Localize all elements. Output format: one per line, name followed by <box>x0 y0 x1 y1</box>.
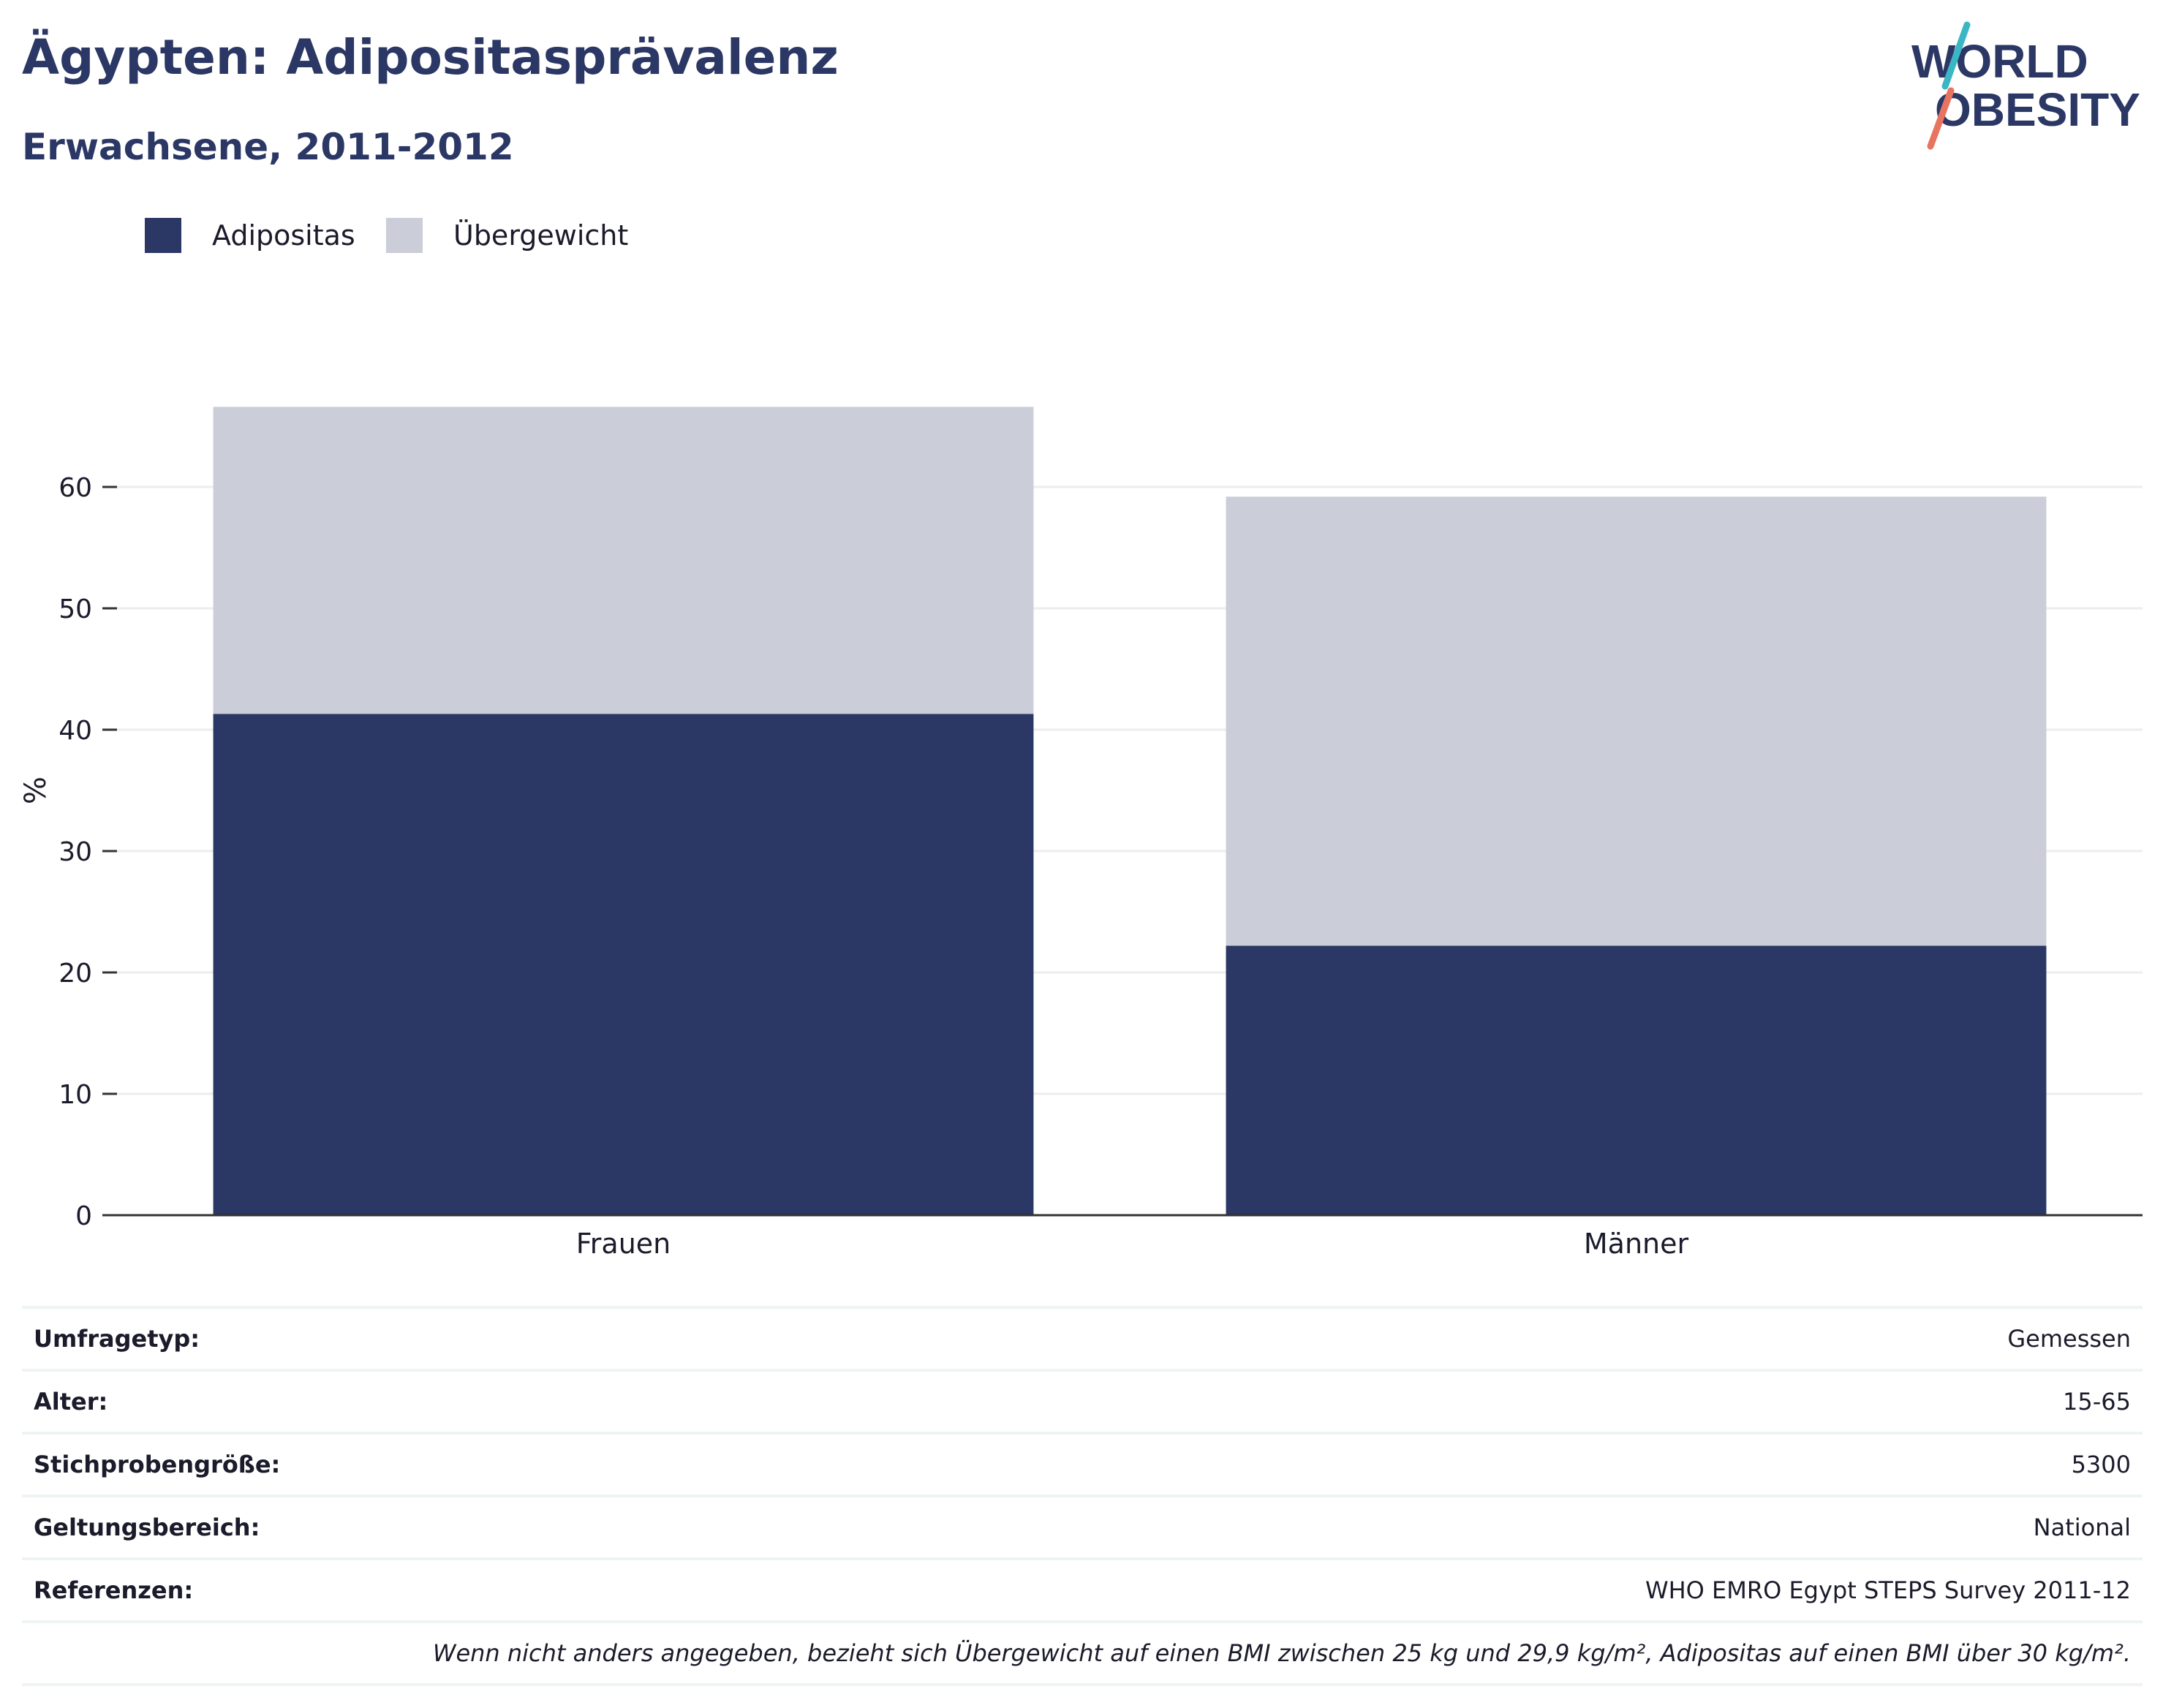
legend-label-uebergewicht: Übergewicht <box>453 219 629 252</box>
y-tick-label: 10 <box>58 1080 92 1110</box>
y-tick-label: 20 <box>58 959 92 989</box>
info-value: 5300 <box>2071 1451 2131 1478</box>
footnote-text: Wenn nicht anders angegeben, bezieht sic… <box>432 1639 2131 1667</box>
y-axis-label: % <box>19 776 53 804</box>
stacked-bar-chart: 0 10 20 30 40 50 60% Frauen Männer <box>19 407 2143 1260</box>
y-tick-label: 60 <box>58 473 92 503</box>
x-tick-label: Frauen <box>576 1228 671 1260</box>
world-obesity-logo: WORLD OBESITY <box>1911 21 2140 150</box>
info-footnote: Wenn nicht anders angegeben, bezieht sic… <box>22 1620 2143 1686</box>
bar-adipositas <box>1226 945 2047 1215</box>
logo-slash-coral <box>1927 87 1955 150</box>
page-subtitle: Erwachsene, 2011-2012 <box>22 126 514 168</box>
info-row-references: Referenzen: WHO EMRO Egypt STEPS Survey … <box>22 1557 2143 1620</box>
bar-uebergewicht <box>213 407 1034 714</box>
y-tick-label: 50 <box>58 594 92 624</box>
bar-uebergewicht <box>1226 496 2047 946</box>
info-value: WHO EMRO Egypt STEPS Survey 2011-12 <box>1645 1576 2131 1604</box>
info-row-survey-type: Umfragetyp: Gemessen <box>22 1306 2143 1369</box>
y-tick-label: 0 <box>75 1201 92 1231</box>
info-label: Alter: <box>34 1388 108 1416</box>
logo-line1: WORLD <box>1911 35 2088 88</box>
logo-line2: OBESITY <box>1935 83 2140 136</box>
logo-slash-teal <box>1941 21 1971 90</box>
bar-adipositas <box>213 714 1034 1215</box>
info-label: Umfragetyp: <box>34 1325 200 1353</box>
y-tick-label: 40 <box>58 716 92 746</box>
info-value: Gemessen <box>2007 1325 2131 1353</box>
y-tick-label: 30 <box>58 837 92 867</box>
info-label: Geltungsbereich: <box>34 1514 260 1541</box>
info-row-age: Alter: 15-65 <box>22 1369 2143 1432</box>
x-tick-label: Männer <box>1584 1228 1689 1260</box>
info-label: Stichprobengröße: <box>34 1451 281 1478</box>
info-row-scope: Geltungsbereich: National <box>22 1494 2143 1557</box>
info-value: National <box>2033 1514 2131 1541</box>
info-value: 15-65 <box>2063 1388 2131 1416</box>
legend-swatch-uebergewicht <box>386 218 423 253</box>
legend-swatch-adipositas <box>145 218 181 253</box>
legend-label-adipositas: Adipositas <box>212 219 355 252</box>
info-label: Referenzen: <box>34 1576 194 1604</box>
page-title: Ägypten: Adipositasprävalenz <box>22 29 839 86</box>
info-table: Umfragetyp: Gemessen Alter: 15-65 Stichp… <box>22 1306 2143 1686</box>
info-row-sample-size: Stichprobengröße: 5300 <box>22 1432 2143 1494</box>
